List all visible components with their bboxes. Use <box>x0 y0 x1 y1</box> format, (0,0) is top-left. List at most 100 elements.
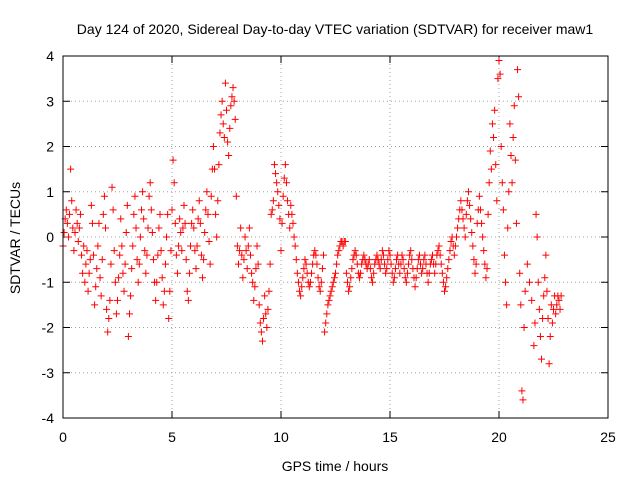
data-point <box>451 242 459 250</box>
data-point <box>443 274 451 282</box>
grid <box>63 56 608 418</box>
data-point <box>149 256 157 264</box>
data-point <box>441 287 448 295</box>
data-point <box>137 206 145 214</box>
data-point <box>530 342 538 350</box>
data-point <box>478 219 486 227</box>
data-point <box>231 115 239 123</box>
data-point <box>70 247 78 255</box>
data-point <box>86 256 94 264</box>
data-point <box>542 251 550 259</box>
data-point <box>82 260 90 268</box>
data-point <box>178 247 186 255</box>
data-point <box>251 283 259 291</box>
data-point <box>250 296 258 304</box>
data-point <box>536 333 544 341</box>
data-point <box>236 247 244 255</box>
data-point <box>500 251 508 259</box>
data-point <box>211 165 219 173</box>
data-point <box>122 228 130 236</box>
data-point <box>167 247 175 255</box>
data-point <box>360 251 368 259</box>
data-point <box>444 265 452 273</box>
data-point <box>324 301 332 309</box>
data-point <box>104 328 112 336</box>
data-point <box>412 274 420 282</box>
data-point <box>254 260 262 268</box>
data-point <box>519 396 527 404</box>
data-point <box>263 324 271 331</box>
data-point <box>459 215 467 223</box>
data-point <box>278 219 286 227</box>
data-point <box>305 283 313 291</box>
data-point <box>369 278 377 286</box>
data-point <box>233 242 241 250</box>
data-point <box>508 179 516 187</box>
data-point <box>528 296 536 304</box>
data-point <box>393 256 401 264</box>
data-point <box>227 102 235 110</box>
data-point <box>79 269 87 277</box>
data-point <box>85 269 93 277</box>
data-point <box>212 210 220 218</box>
data-point <box>543 287 551 295</box>
data-point <box>118 242 126 250</box>
data-point <box>515 93 523 101</box>
data-point <box>439 278 447 286</box>
data-point <box>505 188 513 196</box>
data-point <box>112 310 120 318</box>
data-point <box>90 251 98 259</box>
data-point <box>265 287 273 295</box>
data-point <box>164 210 172 218</box>
data-point <box>148 228 156 236</box>
data-point <box>294 278 302 286</box>
data-point <box>282 179 290 187</box>
data-point <box>461 233 469 241</box>
data-point <box>284 197 292 205</box>
y-tick-label: 3 <box>46 93 54 109</box>
data-point <box>206 260 214 268</box>
data-point <box>487 165 495 173</box>
data-point <box>133 256 141 264</box>
data-point <box>446 247 454 255</box>
data-point <box>200 256 208 264</box>
data-point <box>475 192 483 200</box>
data-point <box>142 269 150 277</box>
data-point <box>146 179 154 187</box>
data-point <box>493 197 501 205</box>
data-point <box>124 333 132 341</box>
data-point <box>495 57 503 65</box>
data-point <box>141 247 149 255</box>
data-point <box>460 224 468 232</box>
data-point <box>330 274 338 282</box>
data-point <box>152 296 160 304</box>
data-point <box>201 228 209 236</box>
data-point <box>172 251 180 259</box>
data-point <box>313 260 321 268</box>
data-point <box>136 233 144 241</box>
data-point <box>314 274 322 282</box>
data-point <box>509 133 517 141</box>
data-point <box>506 120 514 128</box>
data-point <box>385 247 393 255</box>
data-point <box>552 310 560 318</box>
data-point <box>147 206 155 214</box>
y-tick-label: -2 <box>42 320 55 336</box>
data-point <box>498 179 506 187</box>
data-point <box>135 260 143 268</box>
data-point <box>97 292 105 300</box>
y-axis-label: SDTVAR / TECUs <box>7 182 23 294</box>
data-point <box>83 247 91 255</box>
data-point <box>229 84 237 92</box>
data-point <box>187 242 195 250</box>
data-point <box>192 265 200 273</box>
data-point <box>511 156 519 164</box>
data-point <box>376 265 384 273</box>
data-point <box>183 287 191 295</box>
data-point <box>223 106 230 114</box>
data-point <box>332 269 339 277</box>
data-point <box>507 152 515 160</box>
data-point <box>248 269 256 277</box>
data-point <box>484 210 492 218</box>
data-point <box>517 301 525 309</box>
